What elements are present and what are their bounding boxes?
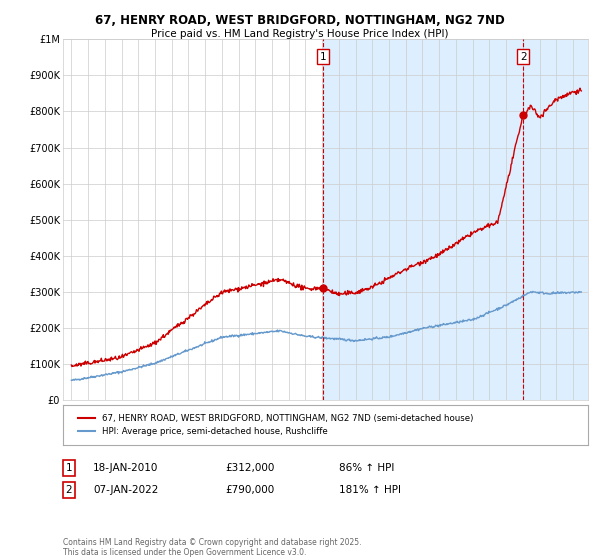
Text: £312,000: £312,000 (225, 463, 274, 473)
Text: 2: 2 (520, 52, 526, 62)
Text: 67, HENRY ROAD, WEST BRIDGFORD, NOTTINGHAM, NG2 7ND: 67, HENRY ROAD, WEST BRIDGFORD, NOTTINGH… (95, 14, 505, 27)
Text: Contains HM Land Registry data © Crown copyright and database right 2025.
This d: Contains HM Land Registry data © Crown c… (63, 538, 361, 557)
Text: 18-JAN-2010: 18-JAN-2010 (93, 463, 158, 473)
Text: £790,000: £790,000 (225, 485, 274, 495)
Text: 2: 2 (65, 485, 73, 495)
Text: 86% ↑ HPI: 86% ↑ HPI (339, 463, 394, 473)
Bar (323, 39, 588, 400)
Text: Price paid vs. HM Land Registry's House Price Index (HPI): Price paid vs. HM Land Registry's House … (151, 29, 449, 39)
Text: 1: 1 (65, 463, 73, 473)
Text: 181% ↑ HPI: 181% ↑ HPI (339, 485, 401, 495)
Text: 1: 1 (320, 52, 326, 62)
Text: 07-JAN-2022: 07-JAN-2022 (93, 485, 158, 495)
Legend: 67, HENRY ROAD, WEST BRIDGFORD, NOTTINGHAM, NG2 7ND (semi-detached house), HPI: : 67, HENRY ROAD, WEST BRIDGFORD, NOTTINGH… (73, 409, 478, 441)
